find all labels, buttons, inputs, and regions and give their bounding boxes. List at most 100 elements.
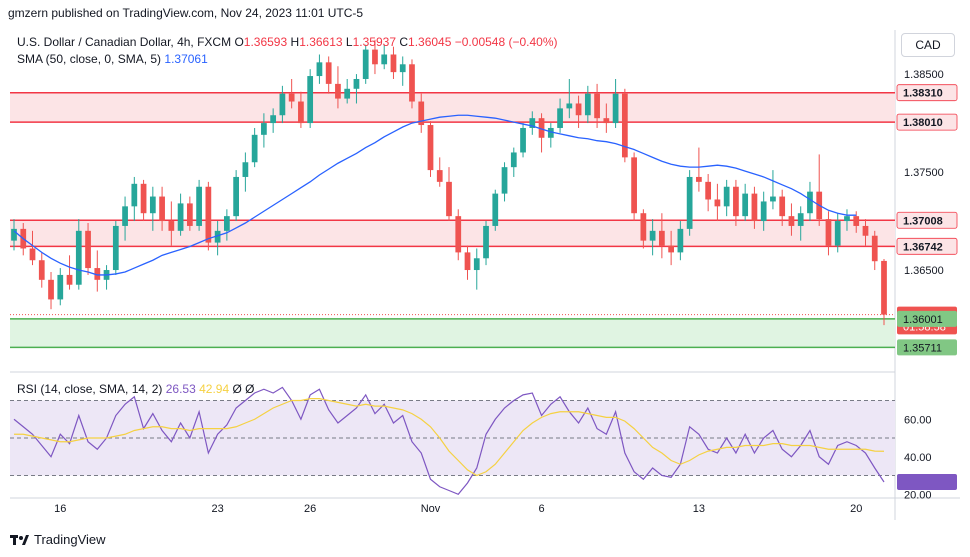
ohlc-close-value: 1.36045 bbox=[408, 35, 452, 49]
candle-28 bbox=[270, 115, 277, 124]
candle-46 bbox=[436, 170, 443, 182]
candle-60 bbox=[566, 103, 573, 109]
rsi-tick-0: 60.00 bbox=[904, 414, 932, 426]
candle-74 bbox=[696, 176, 702, 182]
candle-53 bbox=[501, 167, 508, 194]
candle-93 bbox=[871, 235, 878, 262]
rsi-label: RSI (14, close, SMA, 14, 2) bbox=[17, 382, 163, 396]
price-badge-1 bbox=[896, 113, 958, 131]
rsi-legend[interactable]: RSI (14, close, SMA, 14, 2) 26.53 42.94 … bbox=[17, 382, 255, 396]
time-tick-2: 26 bbox=[304, 503, 316, 515]
ohlc-change: −0.00548 (−0.40%) bbox=[454, 35, 558, 49]
candle-52 bbox=[492, 193, 499, 226]
candle-3 bbox=[38, 260, 45, 280]
sma-line bbox=[13, 114, 857, 276]
time-tick-6: 20 bbox=[850, 503, 862, 515]
candle-5 bbox=[57, 274, 64, 300]
candle-69 bbox=[649, 230, 656, 241]
candle-18 bbox=[177, 203, 184, 231]
candle-35 bbox=[335, 83, 341, 99]
candle-88 bbox=[825, 219, 832, 246]
publish-header: gmzern published on TradingView.com, Nov… bbox=[8, 6, 364, 20]
candle-82 bbox=[770, 196, 776, 202]
candle-43 bbox=[409, 64, 415, 102]
zone-support-2 bbox=[10, 318, 895, 348]
candle-78 bbox=[733, 186, 739, 217]
candle-15 bbox=[149, 196, 156, 214]
candle-14 bbox=[140, 183, 147, 214]
price-badge-label-7: 1.35711 bbox=[903, 342, 942, 354]
candle-72 bbox=[677, 228, 684, 253]
candle-67 bbox=[631, 157, 637, 214]
candle-70 bbox=[659, 230, 665, 246]
candle-40 bbox=[381, 54, 388, 65]
ohlc-high-label: H bbox=[290, 35, 300, 49]
candle-85 bbox=[797, 213, 804, 226]
candle-77 bbox=[723, 186, 730, 207]
rsi-value: 26.53 bbox=[165, 382, 196, 396]
candle-84 bbox=[788, 216, 795, 226]
candle-37 bbox=[353, 78, 360, 89]
candle-62 bbox=[584, 93, 591, 116]
candle-80 bbox=[751, 193, 758, 222]
price-tick-1: 1.37500 bbox=[904, 167, 944, 179]
candle-48 bbox=[455, 216, 462, 253]
price-badge-label-6: 1.36001 bbox=[903, 314, 943, 326]
candle-16 bbox=[159, 196, 165, 222]
tradingview-brand: TradingView bbox=[34, 532, 106, 547]
candle-92 bbox=[862, 225, 869, 236]
candle-42 bbox=[399, 64, 406, 73]
symbol-name[interactable]: U.S. Dollar / Canadian Dollar, 4h, FXCM bbox=[17, 35, 232, 49]
candle-22 bbox=[214, 230, 221, 243]
candle-26 bbox=[251, 134, 258, 163]
candle-83 bbox=[779, 196, 786, 217]
tradingview-footer[interactable]: TradingView bbox=[10, 532, 106, 547]
ohlc-low-label: L bbox=[345, 35, 353, 49]
candle-0 bbox=[11, 228, 17, 241]
candle-54 bbox=[510, 152, 517, 168]
candle-56 bbox=[529, 118, 536, 128]
time-tick-4: 6 bbox=[538, 503, 544, 515]
rsi-tick-2: 20.00 bbox=[904, 489, 932, 501]
zone-resistance-1 bbox=[10, 220, 895, 247]
time-tick-3: Nov bbox=[421, 503, 441, 515]
candle-73 bbox=[686, 176, 693, 229]
symbol-legend: U.S. Dollar / Canadian Dollar, 4h, FXCM … bbox=[17, 35, 558, 49]
candle-33 bbox=[316, 62, 323, 77]
candle-91 bbox=[853, 216, 860, 226]
candle-9 bbox=[94, 268, 101, 280]
candle-76 bbox=[714, 199, 721, 207]
candle-71 bbox=[668, 245, 674, 253]
candle-8 bbox=[85, 230, 91, 269]
price-badge-0 bbox=[896, 84, 958, 102]
candle-59 bbox=[557, 108, 563, 128]
time-tick-1: 23 bbox=[211, 503, 223, 515]
candle-31 bbox=[298, 101, 304, 124]
ohlc-low-value: 1.35937 bbox=[352, 35, 396, 49]
price-tick-2: 1.36500 bbox=[904, 265, 944, 277]
candle-4 bbox=[48, 279, 54, 300]
price-badge-6 bbox=[897, 310, 957, 327]
candle-13 bbox=[131, 183, 138, 207]
candle-25 bbox=[242, 162, 249, 177]
candle-6 bbox=[66, 274, 73, 285]
candle-17 bbox=[168, 221, 175, 231]
candle-90 bbox=[844, 216, 850, 222]
candle-44 bbox=[418, 101, 425, 126]
candle-58 bbox=[547, 127, 554, 138]
sma-legend[interactable]: SMA (50, close, 0, SMA, 5) 1.37061 bbox=[17, 52, 208, 66]
zone-resistance-0 bbox=[10, 92, 895, 123]
time-tick-0: 16 bbox=[54, 503, 66, 515]
candle-50 bbox=[473, 258, 480, 271]
price-badge-2 bbox=[896, 211, 958, 229]
ohlc-open-label: O bbox=[234, 35, 244, 49]
currency-button[interactable]: CAD bbox=[901, 33, 955, 57]
candle-94 bbox=[881, 260, 887, 315]
candle-11 bbox=[112, 225, 119, 271]
rsi-last-badge bbox=[897, 474, 957, 491]
candle-47 bbox=[446, 181, 452, 217]
candle-66 bbox=[621, 93, 628, 158]
candle-27 bbox=[261, 123, 267, 135]
